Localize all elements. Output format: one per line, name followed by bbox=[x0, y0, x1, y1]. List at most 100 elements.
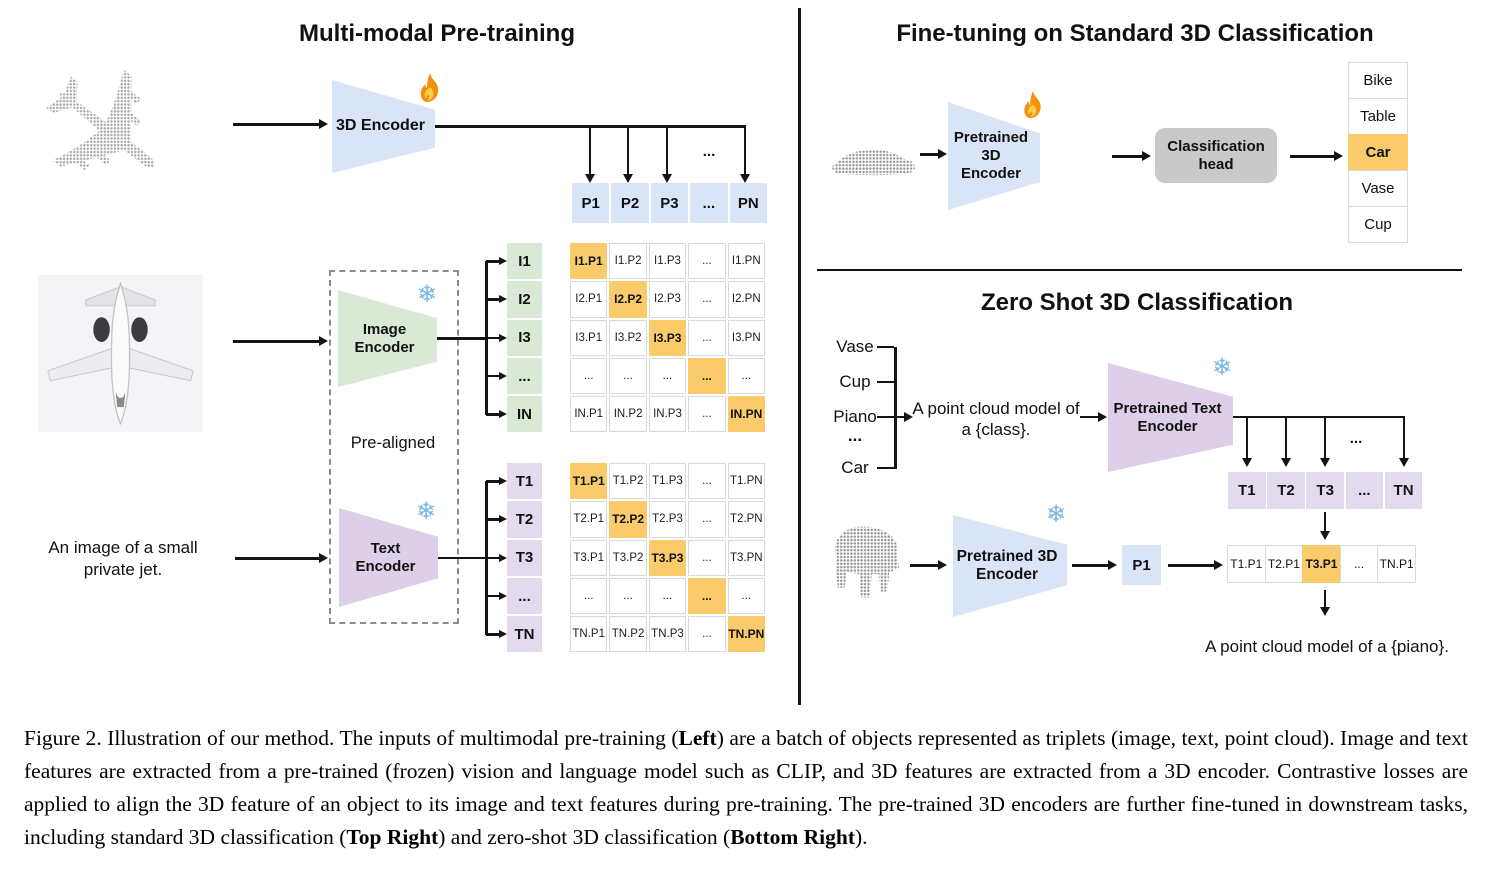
matrix-cell: TN.PN bbox=[727, 616, 765, 653]
zs-result-cell: T3.P1 bbox=[1302, 545, 1341, 583]
matrix-cell: IN.P3 bbox=[648, 396, 687, 433]
branch-arrow-p3 bbox=[665, 126, 669, 174]
branch-ellipsis: ... bbox=[702, 143, 716, 160]
arrow-result-to-output bbox=[1323, 590, 1327, 607]
text-branch-arrow-4 bbox=[486, 594, 499, 598]
zs-result-row: T1.P1 T2.P1 T3.P1... TN.P1 bbox=[1227, 545, 1416, 583]
caption-segment: ). bbox=[855, 824, 868, 849]
arrow-piano-to-encoder bbox=[910, 564, 938, 567]
matrix-cell: IN.P1 bbox=[570, 396, 608, 433]
matrix-cell: ... bbox=[570, 357, 608, 395]
p-feature-cell: PN bbox=[729, 183, 767, 223]
snowflake-icon: ❄ bbox=[417, 281, 438, 308]
bracket-stub-vase bbox=[877, 345, 894, 349]
piano-point-cloud bbox=[826, 518, 906, 610]
text-feature-cell: T2 bbox=[507, 501, 542, 538]
arrow-encoder-to-p1 bbox=[1072, 564, 1108, 567]
airplane-glyph: ✈ bbox=[42, 52, 202, 222]
matrix-cell: I1.P3 bbox=[648, 243, 687, 280]
image-branch-arrow-1 bbox=[486, 260, 499, 263]
image-similarity-matrix: I1.P1 I1.P2 I1.P3... I1.PN I2.P1 I2.P2 I2.P3..… bbox=[570, 243, 765, 433]
matrix-cell: T1.P2 bbox=[609, 463, 647, 500]
image-branch-arrow-5 bbox=[486, 413, 499, 416]
image-feature-cell: ... bbox=[507, 357, 542, 395]
matrix-cell: T2.P2 bbox=[609, 501, 647, 538]
matrix-cell: T1.P3 bbox=[648, 463, 687, 500]
matrix-cell: T3.P1 bbox=[570, 539, 608, 576]
caption-bold-segment: Left bbox=[678, 726, 717, 750]
classification-head-block: Classification head bbox=[1155, 128, 1277, 183]
text-branch-arrow-1 bbox=[486, 480, 499, 483]
zs-branch-t2 bbox=[1284, 417, 1288, 458]
arrow-head-to-classes bbox=[1290, 155, 1334, 158]
matrix-cell: ... bbox=[688, 243, 726, 280]
matrix-cell: ... bbox=[570, 577, 608, 615]
matrix-cell: T2.P1 bbox=[570, 501, 608, 538]
class-cell: Vase bbox=[1348, 170, 1408, 207]
bracket-stub-car bbox=[877, 466, 894, 470]
matrix-cell: I1.PN bbox=[727, 243, 765, 280]
image-branch-arrow-2 bbox=[486, 298, 499, 301]
zs-result-cell: T1.P1 bbox=[1227, 545, 1266, 583]
text-encoder-output-line bbox=[438, 556, 486, 559]
image-feature-cell: IN bbox=[507, 396, 542, 433]
figure-caption: Figure 2. Illustration of our method. Th… bbox=[24, 722, 1468, 854]
matrix-cell: ... bbox=[688, 539, 726, 576]
p-feature-cell: ... bbox=[690, 183, 728, 223]
zs-result-cell: ... bbox=[1339, 545, 1379, 583]
matrix-cell: IN.PN bbox=[727, 396, 765, 433]
text-branch-arrow-5 bbox=[486, 633, 499, 636]
matrix-cell: ... bbox=[688, 396, 726, 433]
matrix-cell: I2.P1 bbox=[570, 281, 608, 318]
class-bracket-spine bbox=[894, 346, 897, 469]
class-cell: Table bbox=[1348, 98, 1408, 135]
zs-class-ellipsis: ... bbox=[847, 426, 863, 445]
horizontal-divider bbox=[817, 268, 1462, 271]
airplane-topview-graphic bbox=[47, 281, 194, 426]
matrix-cell: I3.P3 bbox=[648, 319, 687, 356]
zs-t-row: T1 T2 T3... TN bbox=[1228, 472, 1423, 509]
caption-segment: ) are a batch of objects represented as … bbox=[24, 726, 1468, 849]
image-encoder-output-line bbox=[437, 337, 486, 340]
image-branch-arrow-4 bbox=[486, 374, 499, 378]
matrix-cell: ... bbox=[648, 577, 687, 615]
arrow-pointcloud-to-3d-encoder bbox=[233, 123, 319, 126]
matrix-cell: ... bbox=[688, 501, 726, 538]
zs-t-cell: T2 bbox=[1267, 472, 1305, 509]
matrix-cell: I1.P1 bbox=[570, 243, 608, 280]
caption-segment: Figure 2. Illustration of our method. Th… bbox=[24, 726, 679, 750]
text-feature-labels: T1 T2 T3... TN bbox=[507, 463, 542, 653]
zs-t-cell: TN bbox=[1384, 472, 1423, 509]
arrow-encoder-to-head bbox=[1112, 155, 1142, 158]
image-feature-cell: I3 bbox=[507, 319, 542, 356]
arrow-image-to-image-encoder bbox=[233, 340, 319, 343]
jet-text-caption: An image of a small private jet. bbox=[48, 538, 198, 579]
matrix-cell: T2.P3 bbox=[648, 501, 687, 538]
class-cell: Car bbox=[1348, 134, 1408, 171]
matrix-cell: ... bbox=[688, 319, 726, 356]
zs-class-vase: Vase bbox=[836, 337, 874, 356]
snowflake-icon: ❄ bbox=[416, 498, 437, 525]
p-feature-cell: P2 bbox=[611, 183, 649, 223]
matrix-cell: ... bbox=[609, 577, 647, 615]
matrix-cell: I1.P2 bbox=[609, 243, 647, 280]
text-branch-arrow-2 bbox=[486, 518, 499, 521]
zs-class-car: Car bbox=[841, 458, 869, 477]
zs-class-cup: Cup bbox=[839, 372, 871, 391]
branch-arrow-pn bbox=[743, 126, 747, 174]
text-similarity-matrix: T1.P1 T1.P2 T1.P3... T1.PN T2.P1 T2.P2 T2.P3..… bbox=[570, 463, 765, 653]
zs-text-encoder-output-line bbox=[1233, 415, 1405, 419]
arrow-p1-to-result bbox=[1168, 564, 1214, 567]
p-feature-cell: P1 bbox=[572, 183, 610, 223]
text-feature-cell: T3 bbox=[507, 539, 542, 576]
matrix-cell: ... bbox=[688, 616, 726, 653]
snowflake-icon: ❄ bbox=[1212, 354, 1233, 381]
image-feature-cell: I1 bbox=[507, 243, 542, 280]
matrix-cell: ... bbox=[688, 463, 726, 500]
matrix-cell: T2.PN bbox=[727, 501, 765, 538]
matrix-cell: I2.PN bbox=[727, 281, 765, 318]
matrix-cell: IN.P2 bbox=[609, 396, 647, 433]
fire-icon bbox=[416, 72, 444, 109]
matrix-cell: T1.P1 bbox=[570, 463, 608, 500]
prompt-text: A point cloud model of a {class}. bbox=[912, 399, 1080, 439]
